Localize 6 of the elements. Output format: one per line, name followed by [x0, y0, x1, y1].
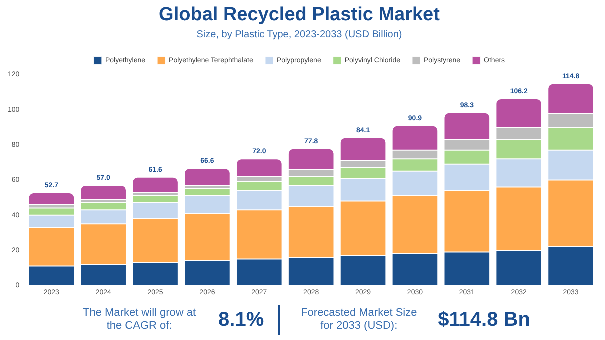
text: $114.8 Bn: [438, 308, 530, 332]
text: The Market will grow at the CAGR of:: [82, 307, 198, 333]
text: 8.1%: [218, 308, 264, 332]
text: Forecasted Market Size for 2033 (USD):: [300, 307, 418, 333]
chart-title: Global Recycled Plastic Market: [159, 4, 441, 26]
chart-subtitle: Size, by Plastic Type, 2023-2033 (USD Billion): [196, 30, 402, 41]
